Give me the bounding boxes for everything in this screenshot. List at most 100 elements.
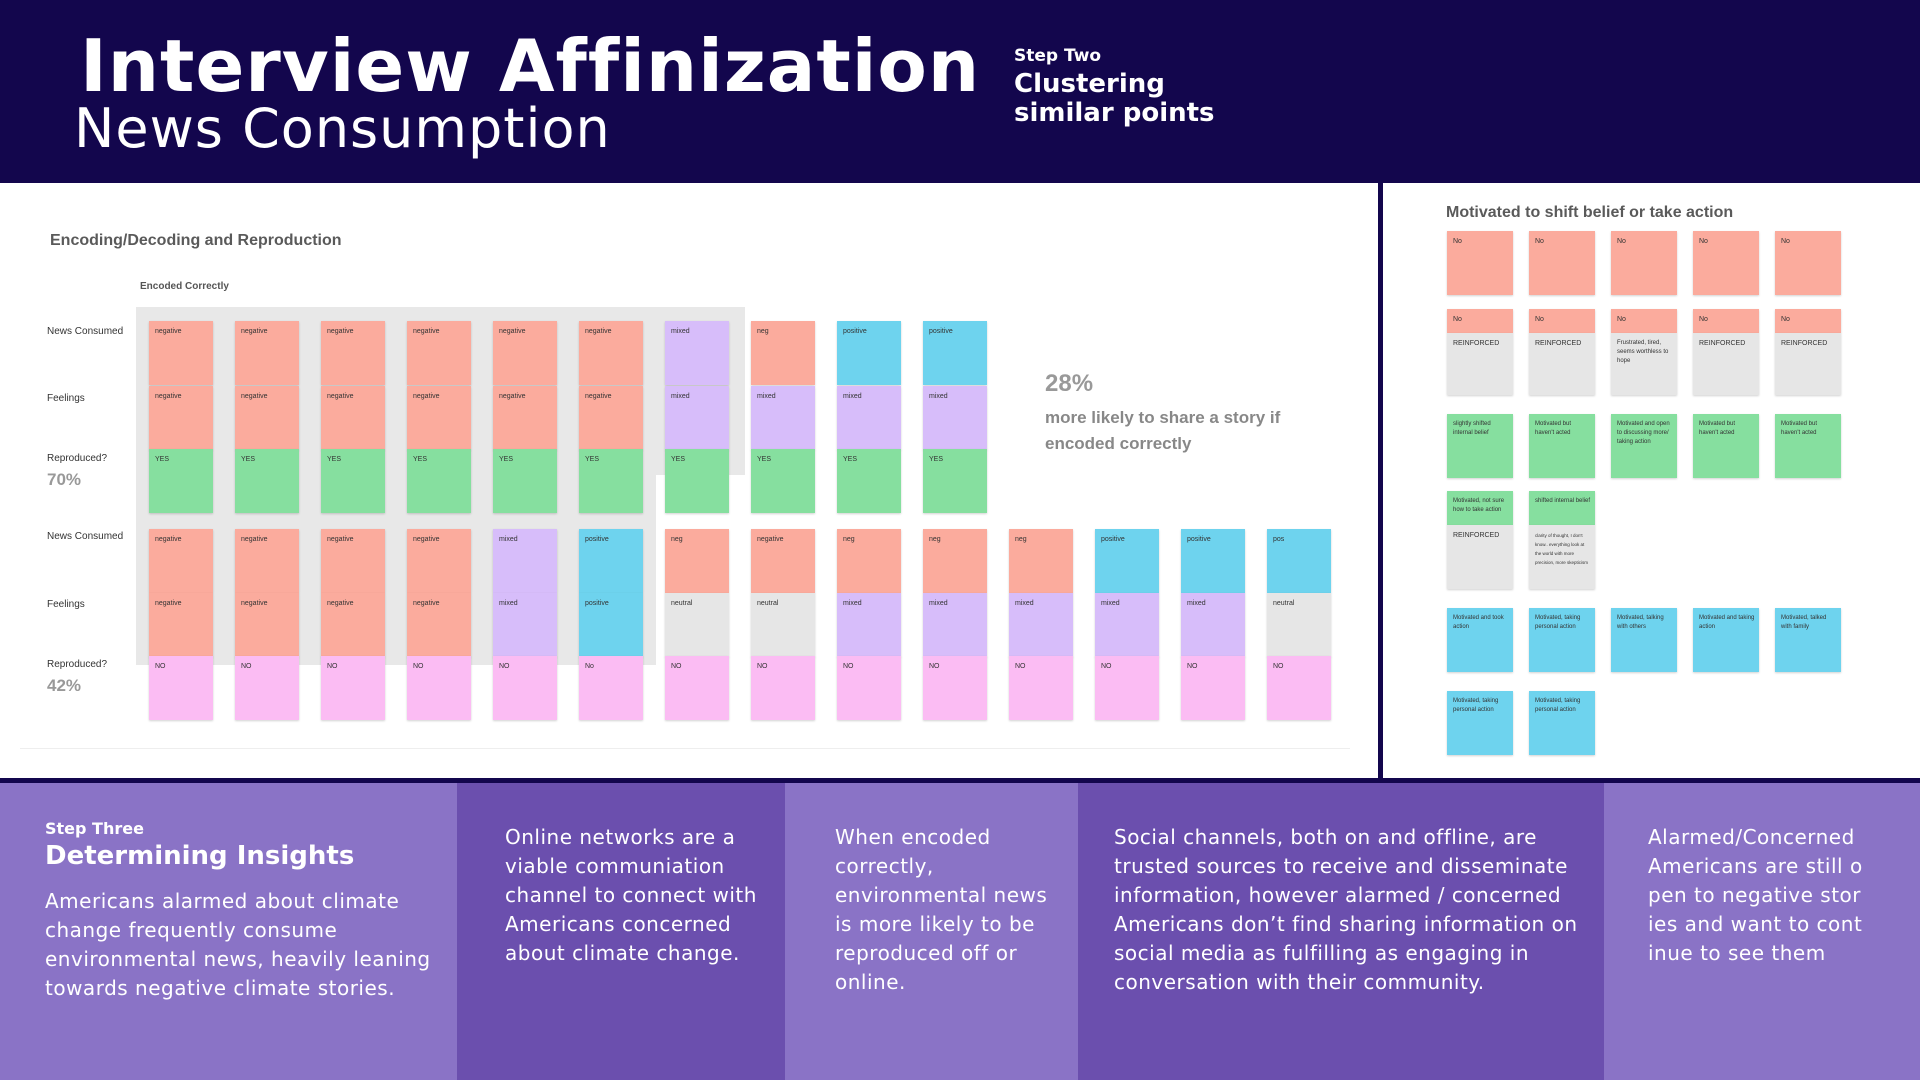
sticky-motivated-shift[interactable]: Motivated, not sure how to take action — [1447, 491, 1513, 525]
sticky-news-consumed[interactable]: negative — [235, 529, 299, 593]
sticky-feelings[interactable]: negative — [407, 593, 471, 657]
sticky-feelings[interactable]: mixed — [923, 386, 987, 450]
sticky-news-consumed[interactable]: positive — [837, 321, 901, 385]
sticky-feelings[interactable]: negative — [149, 386, 213, 450]
sticky-reinforced[interactable]: REINFORCED — [1775, 333, 1841, 395]
sticky-feelings[interactable]: mixed — [493, 593, 557, 657]
sticky-reproduced[interactable]: YES — [923, 449, 987, 513]
sticky-reproduced[interactable]: YES — [665, 449, 729, 513]
sticky-motivated-no[interactable]: No — [1775, 309, 1841, 333]
sticky-feelings[interactable]: mixed — [923, 593, 987, 657]
sticky-reproduced[interactable]: NO — [149, 656, 213, 720]
sticky-reproduced[interactable]: YES — [149, 449, 213, 513]
sticky-feelings[interactable]: mixed — [1095, 593, 1159, 657]
sticky-feelings[interactable]: mixed — [837, 593, 901, 657]
sticky-reproduced[interactable]: NO — [407, 656, 471, 720]
sticky-motivated-shift[interactable]: Motivated but haven't acted — [1775, 414, 1841, 478]
sticky-feelings[interactable]: neutral — [665, 593, 729, 657]
sticky-news-consumed[interactable]: pos — [1267, 529, 1331, 593]
sticky-motivated-no[interactable]: No — [1775, 231, 1841, 295]
sticky-news-consumed[interactable]: neg — [665, 529, 729, 593]
sticky-motivated-no[interactable]: No — [1611, 231, 1677, 295]
sticky-news-consumed[interactable]: negative — [149, 321, 213, 385]
sticky-motivated-action[interactable]: Motivated and took action — [1447, 608, 1513, 672]
sticky-reproduced[interactable]: NO — [1095, 656, 1159, 720]
sticky-news-consumed[interactable]: neg — [751, 321, 815, 385]
sticky-news-consumed[interactable]: negative — [235, 321, 299, 385]
sticky-motivated-no[interactable]: No — [1529, 231, 1595, 295]
sticky-feelings[interactable]: negative — [321, 593, 385, 657]
sticky-news-consumed[interactable]: mixed — [665, 321, 729, 385]
sticky-news-consumed[interactable]: neg — [1009, 529, 1073, 593]
sticky-feelings[interactable]: neutral — [751, 593, 815, 657]
sticky-motivated-shift[interactable]: slightly shifted internal belief — [1447, 414, 1513, 478]
sticky-reinforced[interactable]: REINFORCED — [1447, 525, 1513, 589]
sticky-news-consumed[interactable]: positive — [1181, 529, 1245, 593]
sticky-news-consumed[interactable]: negative — [321, 529, 385, 593]
sticky-news-consumed[interactable]: positive — [579, 529, 643, 593]
sticky-news-consumed[interactable]: negative — [149, 529, 213, 593]
sticky-news-consumed[interactable]: negative — [321, 321, 385, 385]
sticky-reinforced[interactable]: REINFORCED — [1693, 333, 1759, 395]
sticky-feelings[interactable]: neutral — [1267, 593, 1331, 657]
sticky-reinforced[interactable]: REINFORCED — [1447, 333, 1513, 395]
sticky-reproduced[interactable]: YES — [407, 449, 471, 513]
sticky-news-consumed[interactable]: negative — [493, 321, 557, 385]
sticky-motivated-no[interactable]: No — [1447, 309, 1513, 333]
sticky-reproduced[interactable]: NO — [235, 656, 299, 720]
sticky-reproduced[interactable]: YES — [751, 449, 815, 513]
sticky-feelings[interactable]: mixed — [837, 386, 901, 450]
sticky-feelings[interactable]: negative — [235, 386, 299, 450]
sticky-reproduced[interactable]: NO — [923, 656, 987, 720]
sticky-motivated-no[interactable]: No — [1693, 309, 1759, 333]
sticky-feelings[interactable]: negative — [407, 386, 471, 450]
sticky-reproduced[interactable]: NO — [321, 656, 385, 720]
sticky-feelings[interactable]: positive — [579, 593, 643, 657]
sticky-feelings[interactable]: negative — [321, 386, 385, 450]
sticky-feelings[interactable]: mixed — [665, 386, 729, 450]
sticky-feelings[interactable]: mixed — [1181, 593, 1245, 657]
sticky-feelings[interactable]: mixed — [751, 386, 815, 450]
sticky-feelings[interactable]: negative — [235, 593, 299, 657]
sticky-motivated-shift[interactable]: shifted internal belief — [1529, 491, 1595, 525]
sticky-reproduced[interactable]: NO — [1181, 656, 1245, 720]
sticky-news-consumed[interactable]: negative — [407, 321, 471, 385]
sticky-reproduced[interactable]: NO — [1267, 656, 1331, 720]
sticky-reproduced[interactable]: YES — [235, 449, 299, 513]
sticky-motivated-no[interactable]: No — [1693, 231, 1759, 295]
sticky-reproduced[interactable]: YES — [579, 449, 643, 513]
sticky-news-consumed[interactable]: negative — [751, 529, 815, 593]
sticky-news-consumed[interactable]: negative — [579, 321, 643, 385]
sticky-reproduced[interactable]: YES — [493, 449, 557, 513]
sticky-reinforced[interactable]: Frustrated, tired, seems worthless to ho… — [1611, 333, 1677, 395]
sticky-reproduced[interactable]: NO — [493, 656, 557, 720]
sticky-news-consumed[interactable]: positive — [923, 321, 987, 385]
sticky-news-consumed[interactable]: neg — [923, 529, 987, 593]
sticky-reproduced[interactable]: NO — [751, 656, 815, 720]
sticky-feelings[interactable]: negative — [493, 386, 557, 450]
sticky-reproduced[interactable]: NO — [665, 656, 729, 720]
sticky-motivated-shift[interactable]: Motivated and open to discussing more/ t… — [1611, 414, 1677, 478]
sticky-motivated-no[interactable]: No — [1529, 309, 1595, 333]
sticky-reproduced[interactable]: YES — [837, 449, 901, 513]
sticky-motivated-action[interactable]: Motivated, talked with family — [1775, 608, 1841, 672]
sticky-news-consumed[interactable]: positive — [1095, 529, 1159, 593]
sticky-motivated-shift[interactable]: Motivated but haven't acted — [1529, 414, 1595, 478]
sticky-reinforced[interactable]: REINFORCED — [1529, 333, 1595, 395]
sticky-reproduced[interactable]: NO — [1009, 656, 1073, 720]
sticky-news-consumed[interactable]: mixed — [493, 529, 557, 593]
sticky-motivated-action[interactable]: Motivated, taking personal action — [1447, 691, 1513, 755]
sticky-reinforced[interactable]: clarity of thought, I don't know.. every… — [1529, 525, 1595, 589]
sticky-news-consumed[interactable]: negative — [407, 529, 471, 593]
sticky-feelings[interactable]: negative — [149, 593, 213, 657]
sticky-reproduced[interactable]: NO — [837, 656, 901, 720]
sticky-motivated-no[interactable]: No — [1611, 309, 1677, 333]
sticky-reproduced[interactable]: YES — [321, 449, 385, 513]
sticky-feelings[interactable]: negative — [579, 386, 643, 450]
sticky-motivated-action[interactable]: Motivated, talking with others — [1611, 608, 1677, 672]
sticky-motivated-shift[interactable]: Motivated but haven't acted — [1693, 414, 1759, 478]
sticky-motivated-action[interactable]: Motivated, taking personal action — [1529, 691, 1595, 755]
sticky-news-consumed[interactable]: neg — [837, 529, 901, 593]
sticky-reproduced[interactable]: No — [579, 656, 643, 720]
sticky-motivated-action[interactable]: Motivated, taking personal action — [1529, 608, 1595, 672]
